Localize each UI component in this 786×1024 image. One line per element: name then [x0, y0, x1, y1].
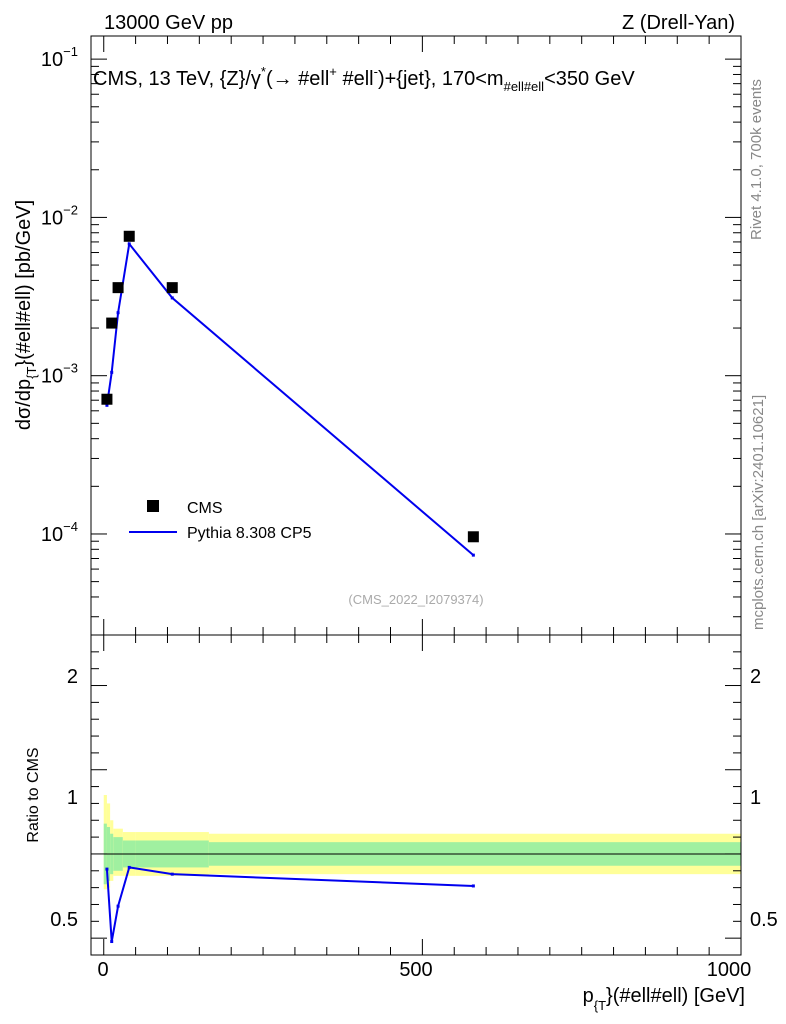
data-series: [101, 230, 479, 543]
ratio-point: [105, 867, 109, 871]
ratio-point: [110, 940, 114, 944]
x-axis-label: p{T}(#ell#ell) [GeV]: [583, 985, 745, 1013]
data-point: [112, 282, 124, 294]
main-y-axis-label: dσ/dp{T}(#ell#ell) [pb/GeV]: [13, 200, 39, 430]
main-y-tick-labels: 10−1 10−2 10−3 10−4: [41, 44, 78, 546]
mcplots-label: mcplots.cern.ch [arXiv:2401.10621]: [750, 395, 767, 630]
mc-series: [105, 241, 475, 557]
ratio-line: [105, 866, 474, 942]
main-y-tick-label: 10−4: [41, 519, 78, 546]
data-point: [467, 531, 479, 543]
ratio-y-axis-label: Ratio to CMS: [25, 747, 42, 842]
ratio-point: [471, 884, 475, 888]
legend-mc-label: Pythia 8.308 CP5: [187, 525, 312, 542]
legend: CMS Pythia 8.308 CP5: [129, 500, 312, 542]
data-point: [123, 230, 135, 242]
mc-line: [105, 241, 475, 556]
ratio-point: [116, 904, 120, 908]
ratio-ytick-2-left: 2: [67, 666, 78, 688]
xtick-500: 500: [399, 959, 432, 981]
ratio-ytick-1-left: 1: [67, 787, 78, 809]
xtick-1000: 1000: [707, 959, 752, 981]
xtick-0: 0: [97, 959, 108, 981]
legend-data-label: CMS: [187, 500, 223, 517]
main-y-tick-label: 10−1: [41, 44, 78, 71]
mc-point: [170, 296, 174, 300]
data-point: [166, 282, 178, 294]
legend-data-marker: [147, 500, 159, 512]
mc-point: [127, 242, 131, 246]
ratio-ytick-2-right: 2: [750, 666, 761, 688]
main-frame: [90, 35, 742, 636]
data-point: [106, 317, 118, 329]
energy-label: 13000 GeV pp: [104, 12, 233, 34]
mc-point: [105, 403, 109, 407]
mc-point: [116, 311, 120, 315]
ratio-ticks: [91, 635, 742, 955]
main-y-tick-label: 10−2: [41, 202, 78, 229]
main-ticks: [91, 36, 742, 635]
process-label: Z (Drell-Yan): [622, 12, 735, 34]
mc-point: [471, 553, 475, 557]
ratio-point: [170, 872, 174, 876]
ratio-series: [105, 865, 475, 944]
main-panel: 10−1 10−2 10−3 10−4 CMS, 13 TeV, {Z}/γ*(→ #…: [13, 35, 742, 636]
plot-title: CMS, 13 TeV, {Z}/γ*(→ #ell+ #ell-)+{jet}…: [93, 64, 635, 94]
main-y-tick-label: 10−3: [41, 361, 78, 388]
mc-point: [110, 370, 114, 374]
ratio-ytick-0.5-left: 0.5: [50, 909, 78, 931]
ratio-panel: 2 1 0.5 2 1 0.5 0 500 1000 Ratio to CMS …: [25, 634, 778, 1013]
ratio-ytick-0.5-right: 0.5: [750, 909, 778, 931]
ratio-ytick-1-right: 1: [750, 787, 761, 809]
ratio-point: [127, 865, 131, 869]
analysis-id: (CMS_2022_I2079374): [348, 592, 483, 607]
data-point: [101, 393, 113, 405]
ratio-frame: [90, 634, 742, 956]
rivet-label: Rivet 4.1.0, 700k events: [748, 79, 765, 240]
